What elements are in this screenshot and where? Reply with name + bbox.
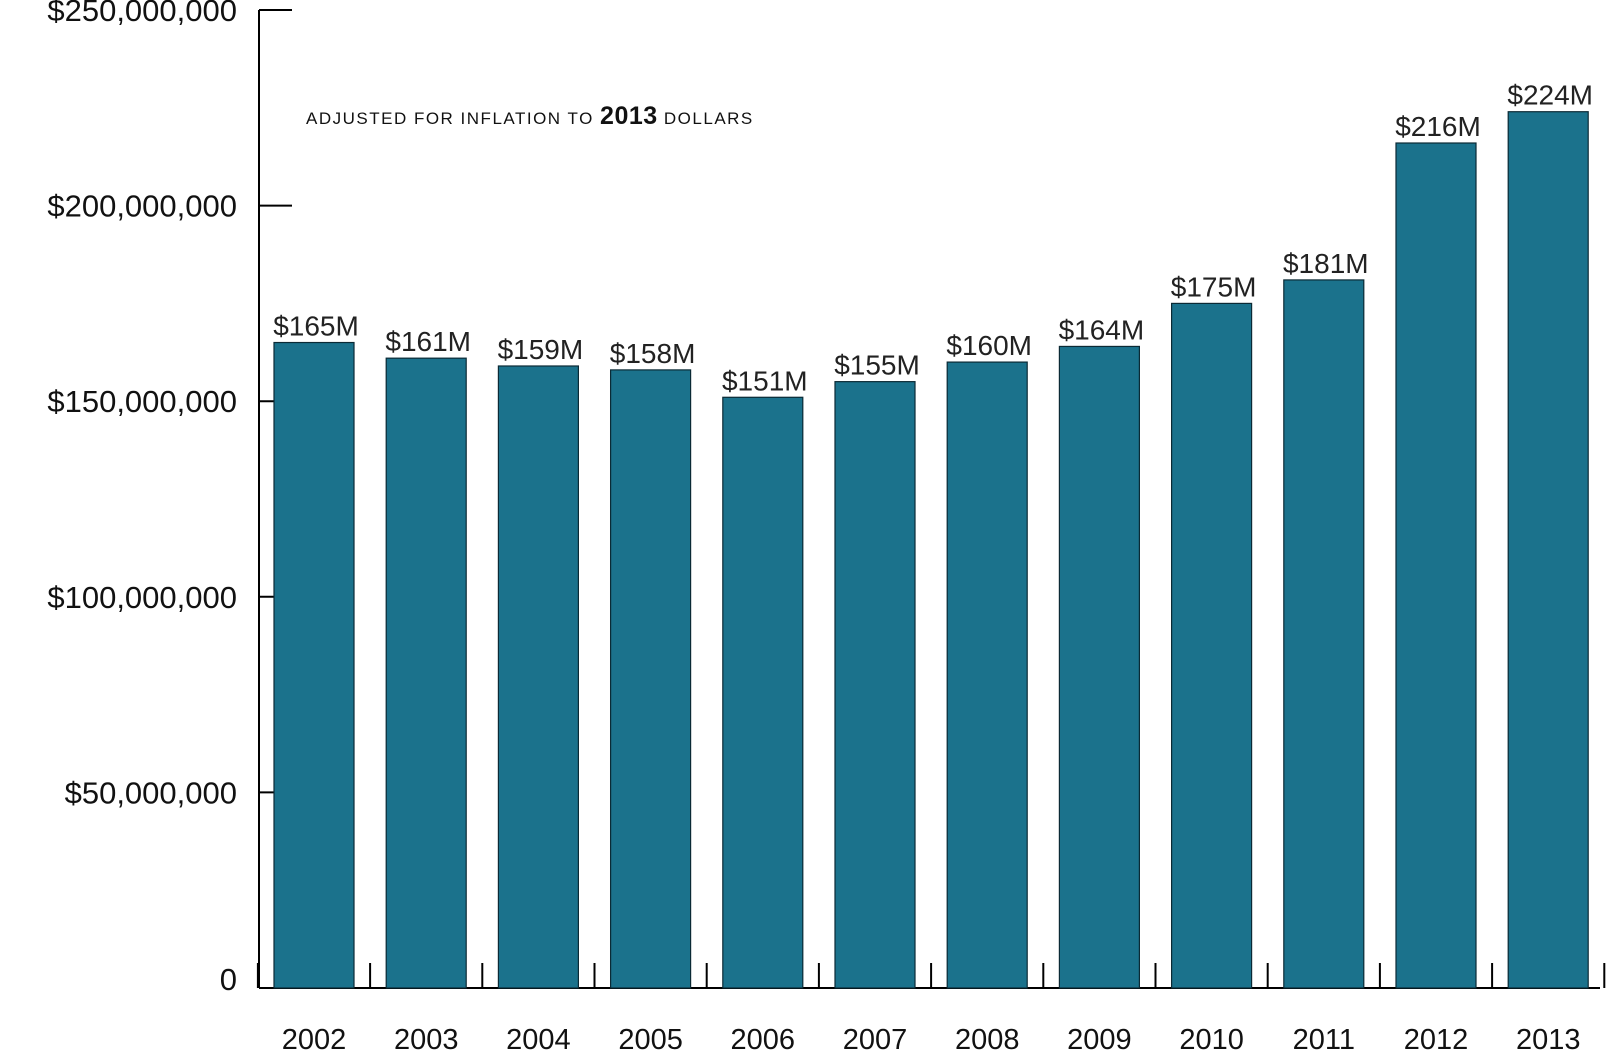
category-label-2009: 2009 (1067, 1024, 1132, 1056)
bars (273, 111, 1589, 989)
data-label-2006: $151M (722, 365, 808, 396)
bar-2013 (1507, 111, 1589, 989)
category-label-2004: 2004 (506, 1024, 571, 1056)
category-label-2011: 2011 (1293, 1024, 1355, 1056)
category-label-2013: 2013 (1516, 1024, 1581, 1056)
y-axis: 0 $50,000,000 $100,000,000 $150,000,000 $200… (47, 0, 292, 997)
category-label-2005: 2005 (618, 1024, 683, 1056)
y-tick-label: 0 (220, 962, 237, 997)
data-label-2012: $216M (1395, 111, 1481, 142)
category-label-2007: 2007 (843, 1024, 908, 1056)
data-label-2013: $224M (1507, 80, 1593, 111)
data-label-2003: $161M (385, 326, 471, 357)
inflation-note: adjusted for inflation to 2013 dollars (306, 102, 754, 130)
inflation-note-year: 2013 (600, 102, 658, 130)
bar-2007 (834, 381, 916, 989)
y-tick-label: $150,000,000 (47, 384, 237, 419)
inflation-note-suffix: dollars (664, 109, 754, 128)
data-label-2005: $158M (610, 338, 696, 369)
bar-2010 (1170, 302, 1253, 989)
bar-2009 (1058, 345, 1141, 989)
data-label-2010: $175M (1171, 271, 1257, 302)
data-label-2007: $155M (834, 350, 920, 381)
data-label-2008: $160M (946, 330, 1032, 361)
data-label-2002: $165M (273, 311, 359, 342)
data-label-2004: $159M (498, 334, 584, 365)
category-label-2002: 2002 (282, 1024, 347, 1056)
data-label-2011: $181M (1283, 248, 1369, 279)
category-label-2008: 2008 (955, 1024, 1020, 1056)
category-label-2003: 2003 (394, 1024, 459, 1056)
y-tick-label: $250,000,000 (47, 0, 237, 28)
bar-2002 (273, 341, 355, 989)
bar-2005 (609, 369, 692, 989)
bar-2008 (946, 361, 1028, 989)
category-label-2006: 2006 (731, 1024, 796, 1056)
category-label-2010: 2010 (1179, 1024, 1244, 1056)
y-tick-label: $50,000,000 (65, 775, 237, 810)
x-axis (256, 963, 1606, 989)
bar-2011 (1283, 279, 1365, 989)
y-tick-label: $100,000,000 (47, 580, 237, 615)
bar-2012 (1395, 142, 1477, 989)
category-label-2012: 2012 (1404, 1024, 1469, 1056)
y-tick-label: $200,000,000 (47, 189, 237, 224)
category-labels: 2002 2003 2004 2005 2006 2007 2008 2009 2010 2011… (282, 1024, 1581, 1056)
inflation-note-prefix: adjusted for inflation to (306, 109, 594, 128)
bar-2003 (385, 357, 467, 989)
bar-2004 (497, 365, 579, 989)
data-label-2009: $164M (1059, 314, 1145, 345)
bar-2006 (722, 396, 804, 989)
data-labels: $165M $161M $159M $158M $151M $155M $160M $164M… (273, 80, 1593, 397)
